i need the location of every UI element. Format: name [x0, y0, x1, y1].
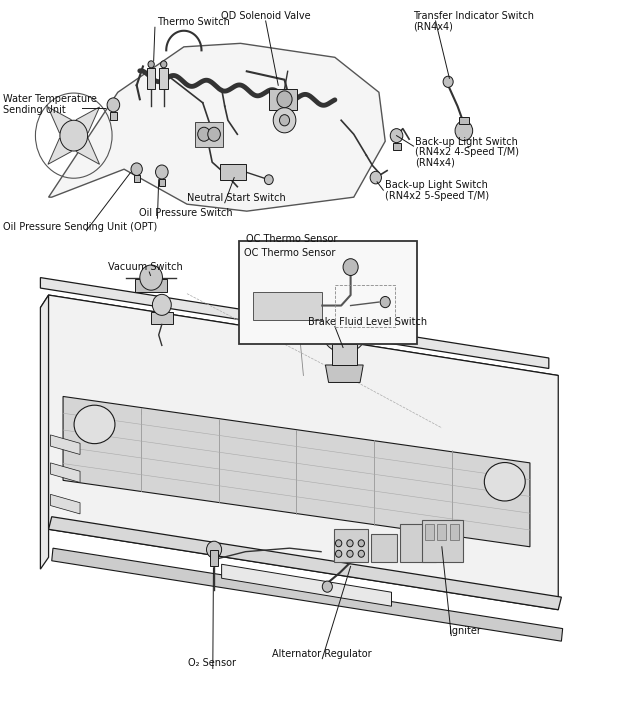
- Bar: [147, 68, 155, 88]
- Text: Back-up Light Switch: Back-up Light Switch: [415, 137, 518, 147]
- Circle shape: [322, 581, 332, 592]
- Circle shape: [148, 61, 154, 68]
- Bar: [334, 529, 368, 562]
- Text: Alternator Regulator: Alternator Regulator: [272, 649, 372, 658]
- Bar: [335, 284, 394, 326]
- Bar: [372, 534, 396, 562]
- Bar: [221, 164, 245, 180]
- Polygon shape: [74, 135, 100, 164]
- Circle shape: [107, 98, 119, 112]
- Circle shape: [336, 540, 342, 547]
- Circle shape: [131, 163, 142, 176]
- Polygon shape: [49, 295, 558, 610]
- Circle shape: [390, 128, 403, 143]
- Circle shape: [264, 175, 273, 185]
- Polygon shape: [40, 295, 49, 569]
- Polygon shape: [49, 517, 561, 610]
- Bar: [195, 121, 223, 147]
- Circle shape: [443, 77, 453, 87]
- Polygon shape: [51, 494, 80, 514]
- Circle shape: [455, 121, 473, 140]
- Bar: [240, 241, 417, 344]
- Circle shape: [277, 91, 292, 107]
- Polygon shape: [222, 564, 391, 607]
- Circle shape: [336, 550, 342, 557]
- Circle shape: [152, 294, 171, 315]
- Circle shape: [279, 114, 289, 126]
- Text: (RN4x4): (RN4x4): [415, 158, 455, 168]
- Polygon shape: [51, 463, 80, 482]
- Bar: [399, 524, 436, 562]
- Bar: [393, 143, 401, 150]
- Circle shape: [320, 300, 368, 353]
- Bar: [459, 117, 469, 124]
- Text: Oil Pressure Sending Unit (OPT): Oil Pressure Sending Unit (OPT): [3, 222, 157, 232]
- Circle shape: [155, 165, 168, 179]
- Circle shape: [347, 550, 353, 557]
- Circle shape: [208, 127, 221, 141]
- Text: O₂ Sensor: O₂ Sensor: [188, 658, 236, 668]
- Bar: [159, 179, 165, 186]
- Polygon shape: [49, 44, 386, 211]
- Circle shape: [347, 540, 353, 547]
- Polygon shape: [325, 365, 363, 383]
- Text: Brake Fluid Level Switch: Brake Fluid Level Switch: [308, 317, 428, 326]
- Circle shape: [380, 296, 390, 307]
- Circle shape: [331, 311, 358, 342]
- Circle shape: [140, 265, 162, 290]
- Polygon shape: [48, 107, 74, 135]
- Circle shape: [358, 540, 365, 547]
- Bar: [269, 88, 297, 110]
- Polygon shape: [40, 295, 558, 388]
- Polygon shape: [63, 397, 530, 547]
- Bar: [150, 312, 173, 324]
- Text: (RN4x4): (RN4x4): [413, 22, 453, 32]
- Text: (RN4x2 4-Speed T/M): (RN4x2 4-Speed T/M): [415, 147, 520, 157]
- Text: Vacuum Switch: Vacuum Switch: [108, 262, 183, 272]
- Bar: [135, 279, 167, 291]
- Ellipse shape: [484, 463, 525, 501]
- Text: OD Solenoid Valve: OD Solenoid Valve: [221, 11, 310, 21]
- Polygon shape: [74, 107, 100, 135]
- Bar: [133, 176, 140, 182]
- Text: Water Temperature: Water Temperature: [3, 94, 97, 104]
- Polygon shape: [48, 135, 74, 164]
- Text: Sending Unit: Sending Unit: [3, 105, 65, 114]
- Circle shape: [370, 171, 382, 184]
- Bar: [425, 524, 434, 540]
- Circle shape: [358, 550, 365, 557]
- Text: (RN4x2 5-Speed T/M): (RN4x2 5-Speed T/M): [386, 191, 489, 201]
- Bar: [109, 112, 117, 120]
- Text: Thermo Switch: Thermo Switch: [157, 17, 230, 27]
- Text: Neutral Start Switch: Neutral Start Switch: [187, 193, 286, 203]
- Circle shape: [161, 61, 167, 68]
- Circle shape: [343, 259, 358, 275]
- Text: Back-up Light Switch: Back-up Light Switch: [386, 180, 488, 190]
- Bar: [210, 550, 218, 566]
- Polygon shape: [52, 548, 562, 641]
- Bar: [332, 344, 357, 365]
- Bar: [422, 520, 463, 562]
- Circle shape: [273, 107, 296, 133]
- Ellipse shape: [74, 405, 115, 444]
- Bar: [159, 68, 167, 88]
- Bar: [437, 524, 446, 540]
- Text: Igniter: Igniter: [449, 625, 482, 635]
- Text: Transfer Indicator Switch: Transfer Indicator Switch: [413, 11, 535, 21]
- Circle shape: [198, 127, 210, 141]
- Bar: [450, 524, 459, 540]
- Bar: [253, 291, 322, 319]
- Polygon shape: [51, 435, 80, 454]
- Circle shape: [60, 120, 88, 151]
- Text: OC Thermo Sensor: OC Thermo Sensor: [245, 248, 336, 258]
- Text: OC Thermo Sensor: OC Thermo Sensor: [245, 234, 337, 244]
- Text: Oil Pressure Switch: Oil Pressure Switch: [138, 208, 232, 218]
- Polygon shape: [40, 277, 549, 369]
- Circle shape: [207, 541, 222, 558]
